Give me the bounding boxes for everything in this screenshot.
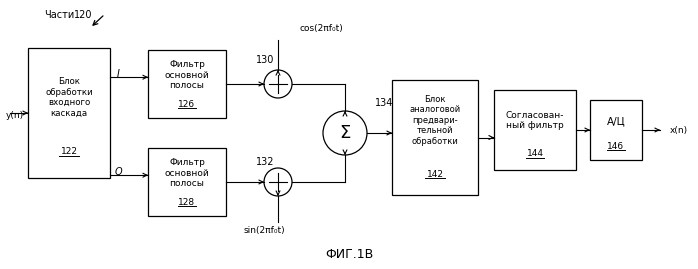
Circle shape <box>264 70 292 98</box>
Text: Фильтр
основной
полосы: Фильтр основной полосы <box>165 158 209 188</box>
Text: ФИГ.1В: ФИГ.1В <box>325 247 373 260</box>
Text: 120: 120 <box>74 10 93 20</box>
Text: 142: 142 <box>426 170 443 179</box>
Text: 128: 128 <box>179 198 195 207</box>
Text: Согласован-
ный фильтр: Согласован- ный фильтр <box>506 111 564 130</box>
Circle shape <box>323 111 367 155</box>
Text: $\Sigma$: $\Sigma$ <box>339 124 351 142</box>
Text: I: I <box>117 69 119 79</box>
Text: Части: Части <box>44 10 74 20</box>
Text: 122: 122 <box>61 147 77 157</box>
Bar <box>28 48 110 178</box>
Text: Фильтр
основной
полосы: Фильтр основной полосы <box>165 60 209 90</box>
Text: 144: 144 <box>526 150 544 158</box>
Text: cos(2πf₀t): cos(2πf₀t) <box>300 23 343 33</box>
Text: 146: 146 <box>607 142 625 151</box>
Text: 132: 132 <box>255 157 274 167</box>
Text: Блок
аналоговой
предвари-
тельной
обработки: Блок аналоговой предвари- тельной обрабо… <box>410 95 461 146</box>
Text: 130: 130 <box>255 55 274 65</box>
Text: sin(2πf₀t): sin(2πf₀t) <box>243 225 285 235</box>
Circle shape <box>264 168 292 196</box>
Text: y(n): y(n) <box>6 111 24 121</box>
Text: Блок
обработки
входного
каскада: Блок обработки входного каскада <box>45 77 93 118</box>
Text: 134: 134 <box>375 98 394 108</box>
Bar <box>148 50 226 118</box>
Text: Q: Q <box>114 167 122 177</box>
Text: x(n): x(n) <box>670 126 688 136</box>
Bar <box>392 80 478 195</box>
Text: 126: 126 <box>179 100 195 109</box>
Bar <box>148 148 226 216</box>
Text: А/Ц: А/Ц <box>607 116 625 126</box>
Bar <box>494 90 576 170</box>
Bar <box>590 100 642 160</box>
